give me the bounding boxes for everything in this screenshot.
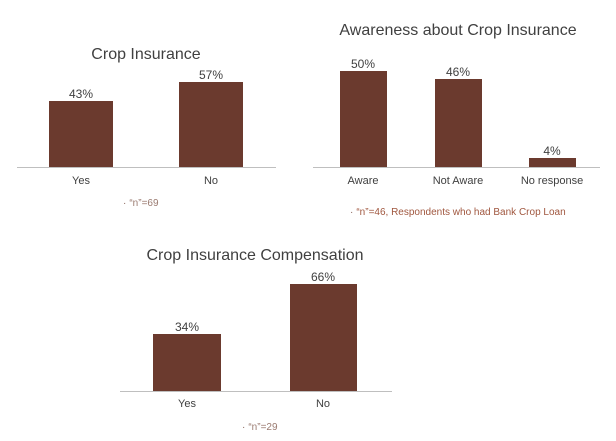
bullet-icon: · <box>350 207 354 218</box>
category-label: Yes <box>72 175 90 187</box>
bar-value-label: 43% <box>68 87 94 101</box>
bar-value-label: 46% <box>445 65 471 79</box>
sample-size-note: · “n”=29 <box>242 422 278 433</box>
category-label: No <box>315 398 331 410</box>
x-axis-line <box>313 167 600 168</box>
sample-size-note: · “n”=69 <box>123 198 159 209</box>
x-axis-line <box>17 167 276 168</box>
category-label: Yes <box>178 398 196 410</box>
bar-aware <box>340 71 387 167</box>
bar-value-label: 57% <box>198 68 224 82</box>
bar-yes <box>153 334 221 391</box>
bar-value-label: 34% <box>174 320 200 334</box>
sample-size-note: · “n”=46, Respondents who had Bank Crop L… <box>350 207 566 218</box>
bar-value-label: 4% <box>543 144 561 158</box>
bar-value-label: 66% <box>310 270 336 284</box>
bar-yes <box>49 101 113 167</box>
chart-title: Crop Insurance Compensation <box>146 247 364 264</box>
chart-title: Awareness about Crop Insurance <box>339 22 577 39</box>
bar-no <box>179 82 243 167</box>
category-label: Not Aware <box>432 175 484 187</box>
bar-not-aware <box>435 79 482 167</box>
category-label: Aware <box>347 175 379 187</box>
bar-no <box>290 284 357 391</box>
bullet-icon: · <box>242 422 246 433</box>
chart-title: Crop Insurance <box>91 46 201 63</box>
category-label: No <box>203 175 219 187</box>
x-axis-line <box>120 391 392 392</box>
bar-no-response <box>529 158 576 167</box>
bullet-icon: · <box>123 198 127 209</box>
category-label: No response <box>520 175 584 187</box>
bar-value-label: 50% <box>350 57 376 71</box>
